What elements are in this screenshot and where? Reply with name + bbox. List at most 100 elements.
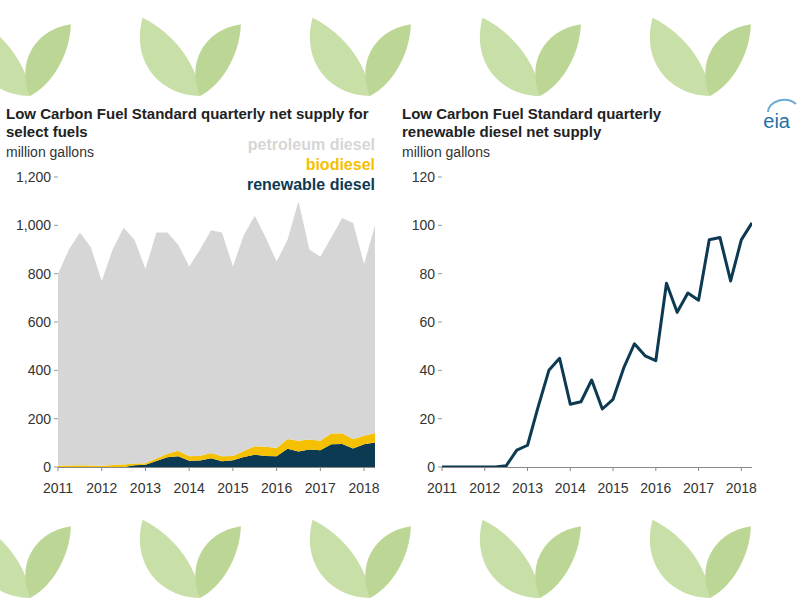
marks [442, 223, 752, 467]
x-tick [655, 467, 656, 471]
y-tick [438, 322, 442, 323]
y-tick [54, 177, 58, 178]
leaf [636, 510, 716, 600]
legend-entry: petroleum diesel [248, 136, 375, 153]
legend-entry: renewable diesel [247, 176, 375, 193]
leaf [178, 517, 255, 600]
x-tick-label: 2011 [43, 480, 73, 496]
leaf [636, 8, 716, 111]
x-tick [698, 467, 699, 471]
chart-subtitle: million gallons [6, 144, 94, 160]
x-tick [484, 467, 485, 471]
x-tick [145, 467, 146, 471]
x-tick-label: 2013 [512, 480, 543, 496]
y-tick-label: 120 [412, 169, 436, 185]
y-tick [438, 467, 442, 468]
x-tick-label: 2017 [683, 480, 714, 496]
leaf [178, 15, 255, 100]
page: Low Carbon Fuel Standard quarterly net s… [0, 0, 800, 600]
x-tick-label: 2015 [597, 480, 628, 496]
x-tick [570, 467, 571, 471]
leaf [8, 15, 85, 100]
y-tick-label: 0 [43, 459, 51, 475]
leaf [126, 8, 206, 111]
x-tick-label: 2014 [555, 480, 586, 496]
chart-panel: Low Carbon Fuel Standard quarterlyrenewa… [402, 100, 796, 496]
y-tick-label: 600 [28, 314, 52, 330]
y-tick [54, 225, 58, 226]
chart-title: Low Carbon Fuel Standard quarterlyrenewa… [402, 105, 662, 140]
x-tick [442, 467, 443, 471]
x-tick-label: 2018 [348, 480, 379, 496]
leaf [466, 510, 546, 600]
y-tick [54, 273, 58, 274]
leaf [688, 15, 765, 100]
y-tick [54, 370, 58, 371]
x-tick [101, 467, 102, 471]
y-tick-label: 1,000 [16, 217, 51, 233]
leaf [348, 15, 425, 100]
leaf-pair [466, 510, 595, 600]
chart-subtitle: million gallons [402, 144, 490, 160]
x-tick [276, 467, 277, 471]
leaf [8, 517, 85, 600]
y-tick [54, 322, 58, 323]
x-tick-label: 2014 [174, 480, 205, 496]
y-tick-label: 100 [412, 217, 436, 233]
leaf [296, 8, 376, 111]
y-tick-label: 800 [28, 266, 52, 282]
logo-text: eia [763, 110, 791, 132]
line-series [442, 223, 752, 467]
x-tick [320, 467, 321, 471]
x-tick-label: 2016 [261, 480, 292, 496]
area-series [58, 201, 375, 466]
x-tick-label: 2011 [427, 480, 457, 496]
x-axis-line [442, 467, 752, 468]
leaf-pair [126, 8, 255, 111]
leaf [126, 510, 206, 600]
y-tick [54, 467, 58, 468]
x-tick [741, 467, 742, 471]
leaf-pair [636, 8, 765, 111]
leaf [518, 15, 595, 100]
y-tick-label: 40 [419, 362, 435, 378]
chart-panel: Low Carbon Fuel Standard quarterly net s… [6, 105, 380, 496]
y-tick [54, 418, 58, 419]
y-tick-label: 80 [419, 266, 435, 282]
leaf-pair [0, 510, 85, 600]
y-tick-label: 400 [28, 362, 52, 378]
marks [58, 201, 375, 467]
leaf-pair [296, 8, 425, 111]
x-tick [613, 467, 614, 471]
x-tick-label: 2012 [469, 480, 500, 496]
y-tick-label: 200 [28, 411, 52, 427]
x-tick-label: 2016 [640, 480, 671, 496]
x-tick-label: 2012 [86, 480, 117, 496]
leaf [348, 517, 425, 600]
leaf [466, 8, 546, 111]
y-tick [438, 418, 442, 419]
y-tick-label: 1,200 [16, 169, 51, 185]
leaf [688, 517, 765, 600]
leaf-pair [126, 510, 255, 600]
x-tick [527, 467, 528, 471]
x-tick-label: 2018 [726, 480, 757, 496]
leaf [518, 517, 595, 600]
x-tick [189, 467, 190, 471]
y-tick [438, 177, 442, 178]
legend: petroleum diesel biodiesel renewable diese… [247, 136, 375, 193]
y-tick [438, 370, 442, 371]
logo: eia [763, 100, 796, 132]
leaf-pair [636, 510, 765, 600]
legend-entry: biodiesel [306, 156, 375, 173]
x-tick [58, 467, 59, 471]
leaf [296, 510, 376, 600]
y-tick-label: 20 [419, 411, 435, 427]
y-tick [438, 225, 442, 226]
y-tick [438, 273, 442, 274]
y-tick-label: 60 [419, 314, 435, 330]
x-tick [232, 467, 233, 471]
y-tick-label: 0 [427, 459, 435, 475]
x-tick [364, 467, 365, 471]
chart-title: Low Carbon Fuel Standard quarterly net s… [6, 105, 369, 140]
